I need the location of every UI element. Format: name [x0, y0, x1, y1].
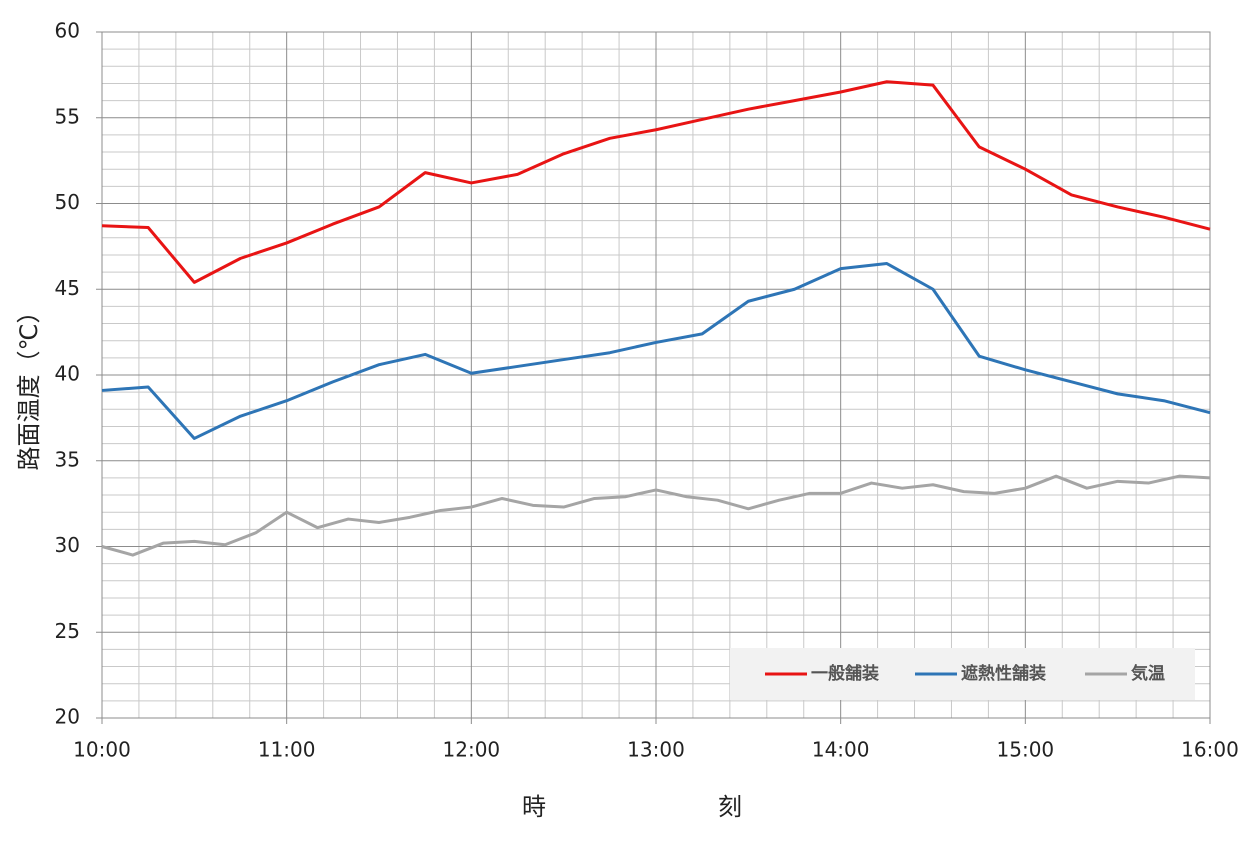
x-axis-title: 時刻 — [522, 793, 914, 821]
plot-border — [101, 31, 1211, 719]
y-axis-title: 路面温度（℃） — [15, 300, 43, 471]
y-tick-label: 40 — [55, 362, 80, 386]
x-tick-label: 10:00 — [73, 738, 131, 762]
y-tick-label: 45 — [55, 276, 80, 300]
legend-label: 気温 — [1130, 663, 1165, 684]
legend-label: 遮熱性舗装 — [961, 663, 1046, 684]
y-tick-label: 50 — [55, 190, 80, 214]
legend-label: 一般舗装 — [811, 663, 879, 684]
x-tick-label: 11:00 — [258, 738, 316, 762]
series-line — [101, 80, 1211, 284]
series-line — [101, 262, 1211, 440]
y-tick-label: 30 — [55, 533, 80, 557]
x-tick-label: 13:00 — [627, 738, 685, 762]
x-tick-label: 16:00 — [1181, 738, 1239, 762]
y-tick-label: 20 — [55, 705, 80, 729]
grid — [101, 31, 1211, 719]
x-tick-label: 12:00 — [443, 738, 501, 762]
x-tick-label: 15:00 — [997, 738, 1055, 762]
y-tick-label: 25 — [55, 619, 80, 643]
y-tick-label: 60 — [55, 19, 80, 43]
x-tick-label: 14:00 — [812, 738, 870, 762]
y-tick-label: 35 — [55, 447, 80, 471]
series-line — [101, 474, 1211, 557]
y-tick-label: 55 — [55, 104, 80, 128]
